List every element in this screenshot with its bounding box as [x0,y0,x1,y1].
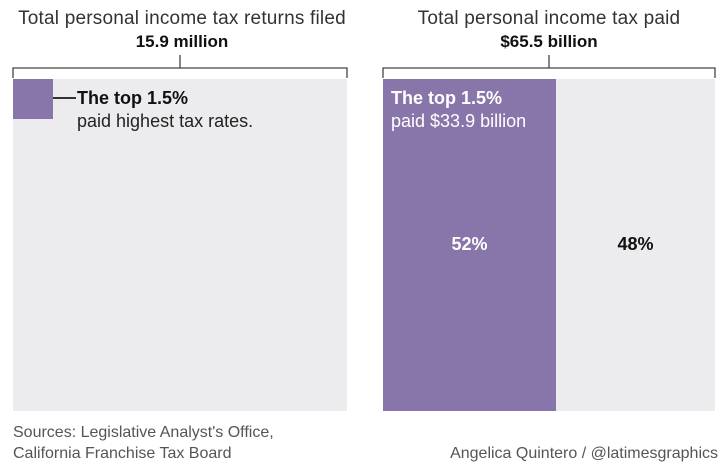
returns-callout-bold: The top 1.5% [77,88,189,108]
tax-paid-top-bar [383,79,556,411]
returns-top-share-square [13,79,53,119]
left-panel-title: Total personal income tax returns filed [18,8,346,29]
tax-rest-pct-label: 48% [617,234,654,254]
sources-line-1: Sources: Legislative Analyst's Office, [13,424,274,441]
tax-top-pct-label: 52% [451,234,488,254]
right-panel-total: $65.5 billion [500,32,598,51]
left-bracket [12,55,348,78]
tax-paid-rest-bar [556,79,715,411]
returns-callout-plain: paid highest tax rates. [77,111,254,131]
returns-filed-panel [13,79,347,411]
right-bracket [382,55,716,78]
sources-line-2: California Franchise Tax Board [13,445,232,462]
tax-callout-bold: The top 1.5% [391,88,503,108]
left-panel-total: 15.9 million [135,32,229,51]
right-panel-title: Total personal income tax paid [417,8,681,29]
tax-callout-plain: paid $33.9 billion [391,111,527,131]
credit-line: Angelica Quintero / @latimesgraphics [450,445,718,462]
